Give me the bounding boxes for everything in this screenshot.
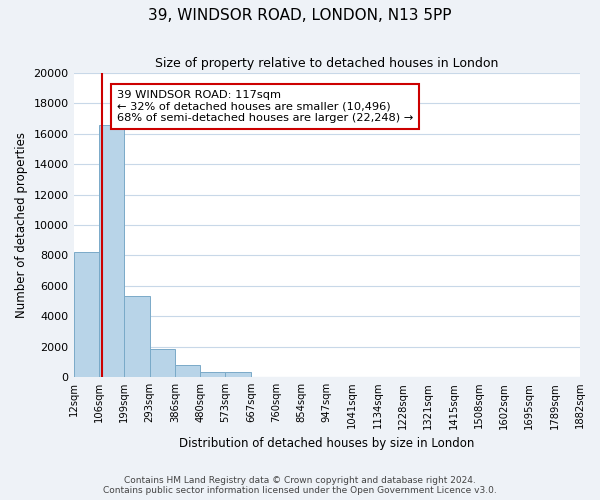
Bar [200,372,226,377]
Text: 39, WINDSOR ROAD, LONDON, N13 5PP: 39, WINDSOR ROAD, LONDON, N13 5PP [148,8,452,22]
Text: Contains HM Land Registry data © Crown copyright and database right 2024.
Contai: Contains HM Land Registry data © Crown c… [103,476,497,495]
Bar [175,365,200,377]
Bar [99,124,124,377]
Bar [149,349,175,377]
Title: Size of property relative to detached houses in London: Size of property relative to detached ho… [155,58,499,70]
Text: 39 WINDSOR ROAD: 117sqm
← 32% of detached houses are smaller (10,496)
68% of sem: 39 WINDSOR ROAD: 117sqm ← 32% of detache… [116,90,413,123]
Bar [124,296,149,377]
Bar [226,372,251,377]
X-axis label: Distribution of detached houses by size in London: Distribution of detached houses by size … [179,437,475,450]
Bar [74,252,99,377]
Y-axis label: Number of detached properties: Number of detached properties [15,132,28,318]
